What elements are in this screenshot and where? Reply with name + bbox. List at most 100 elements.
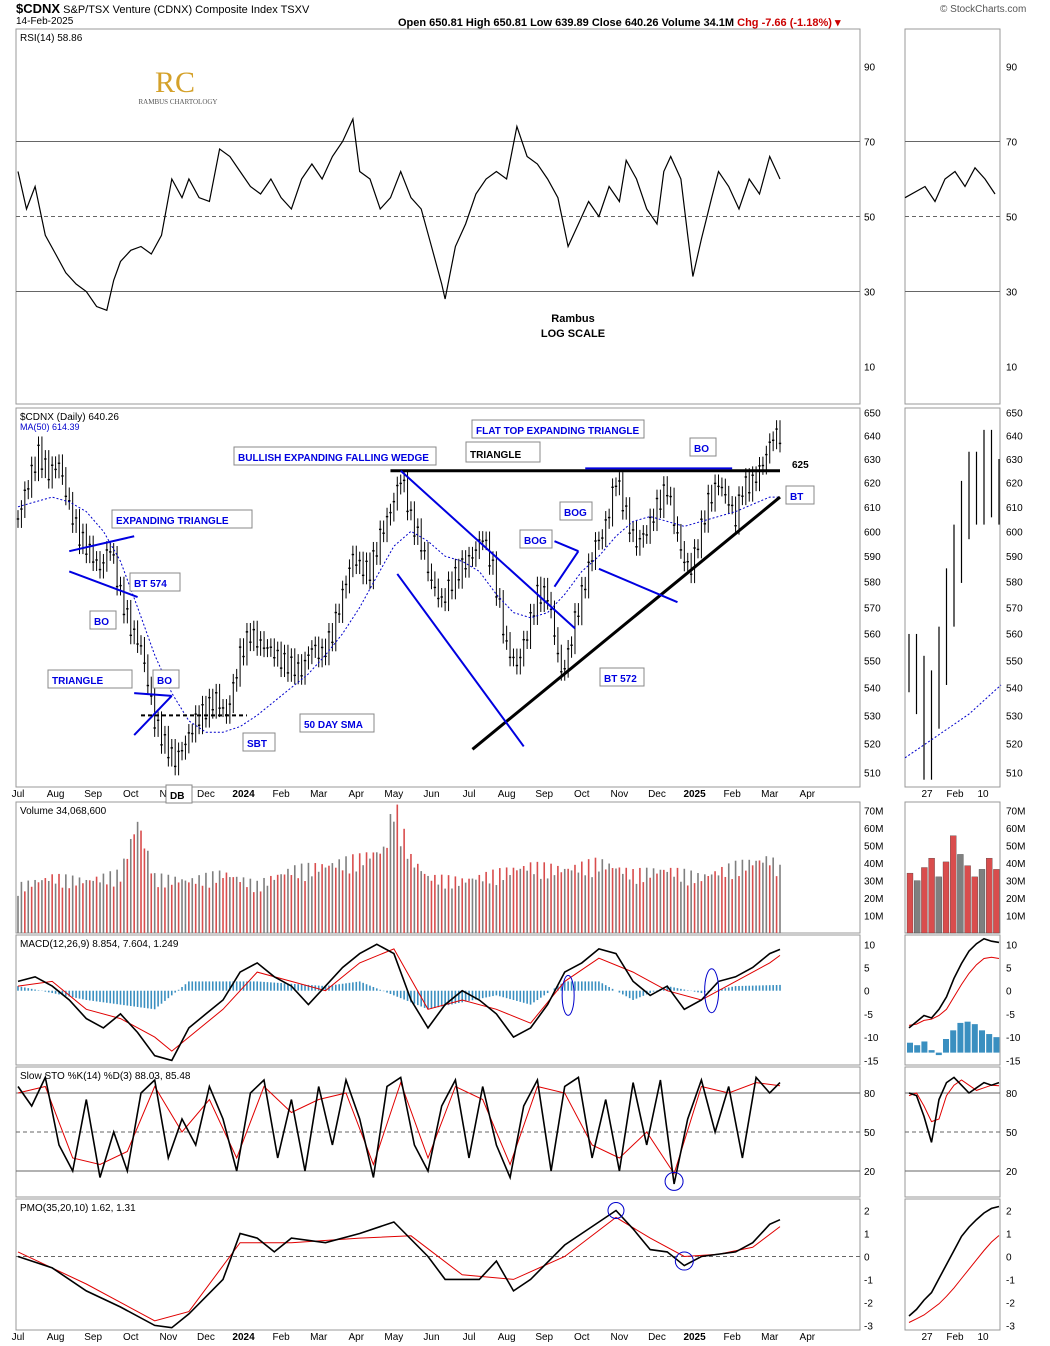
macd-hist-bar	[338, 984, 341, 991]
label-triangle: TRIANGLE	[470, 450, 521, 461]
ma50-legend: MA(50) 614.39	[20, 422, 80, 432]
macd-hist-bar	[707, 990, 710, 992]
price-x-label: May	[384, 789, 403, 800]
pmo-x-label: Feb	[272, 1332, 290, 1343]
volume-bar	[58, 873, 60, 933]
volume-bar	[150, 873, 153, 933]
pmo-tick: 2	[864, 1206, 870, 1217]
zoom-macd-hist	[957, 1022, 964, 1053]
macd-hist-bar	[263, 981, 265, 991]
macd-hist-bar	[208, 981, 211, 991]
volume-bar	[710, 874, 713, 933]
price-tick: 610	[864, 503, 881, 514]
volume-bar	[645, 867, 648, 933]
pmo-x-label: Apr	[800, 1332, 816, 1343]
volume-bar	[280, 874, 282, 933]
price-zoom-tick: 510	[1006, 768, 1023, 779]
volume-bar	[673, 876, 675, 933]
price-x-label: Apr	[349, 789, 365, 800]
rsi-zoom-tick: 50	[1006, 213, 1018, 224]
sto-circle	[664, 1171, 684, 1191]
volume-bar	[505, 867, 508, 933]
pmo-zoom-tick: 1	[1006, 1229, 1012, 1240]
volume-bar	[768, 865, 771, 933]
label-bog2-box	[519, 529, 553, 549]
label-625: 625	[792, 460, 809, 471]
macd-hist-bar	[423, 990, 426, 1008]
pmo-x-label: Oct	[574, 1332, 590, 1343]
price-zoom-tick: 600	[1006, 527, 1023, 538]
macd-hist-bar	[252, 981, 255, 991]
volume-bar	[119, 881, 122, 933]
pmo-x-label: Nov	[159, 1332, 177, 1343]
volume-bar	[447, 875, 450, 933]
label-bt-box	[785, 485, 815, 505]
label-exp-tri-box	[111, 509, 253, 529]
price-x-label: Mar	[761, 789, 779, 800]
macd-zoom-tick: 0	[1006, 987, 1012, 998]
macd-hist-bar	[526, 990, 528, 1004]
macd-hist-bar	[239, 981, 241, 991]
volume-bar	[95, 876, 98, 933]
zoom-volume-bar	[935, 876, 942, 934]
pmo-x-label: Oct	[123, 1332, 139, 1343]
zoom-x-label: Feb	[946, 789, 964, 800]
macd-hist-bar	[297, 984, 299, 991]
volume-bar	[444, 888, 446, 933]
macd-hist-bar	[287, 983, 289, 991]
macd-hist-bar	[673, 987, 675, 991]
macd-hist-bar	[140, 990, 142, 1008]
macd-hist-bar	[358, 981, 361, 991]
macd-hist-bar	[116, 990, 118, 1005]
macd-tick: -5	[864, 1010, 873, 1021]
volume-bar	[61, 887, 64, 933]
logo-initials: RC	[155, 66, 195, 99]
pmo-x-label: Apr	[349, 1332, 365, 1343]
price-tick: 570	[864, 603, 881, 614]
macd-hist-bar	[276, 982, 279, 991]
volume-bar	[198, 875, 200, 933]
volume-bar	[454, 876, 457, 933]
price-x-label: Apr	[800, 789, 816, 800]
macd-hist-bar	[184, 984, 187, 991]
price-x-label: Oct	[123, 789, 139, 800]
macd-zoom-tick: 5	[1006, 964, 1012, 975]
pmo-tick: -2	[864, 1298, 873, 1309]
volume-bar	[635, 883, 638, 933]
volume-bar	[147, 850, 149, 933]
volume-bar	[311, 876, 313, 933]
volume-bar	[430, 880, 433, 933]
wedge-bottom	[396, 573, 525, 748]
macd-hist-bar	[280, 983, 282, 991]
macd-hist-bar	[516, 990, 518, 1001]
volume-bar	[153, 873, 156, 933]
price-x-label: Jun	[423, 789, 439, 800]
volume-bar	[201, 885, 204, 933]
macd-hist-bar	[270, 982, 272, 991]
macd-tick: -15	[864, 1056, 879, 1067]
vol-tick: 50M	[864, 842, 883, 853]
zoom-macd-hist	[964, 1021, 971, 1053]
volume-bar	[65, 874, 67, 933]
label-bt574: BT 574	[134, 579, 167, 590]
macd-hist-bar	[509, 990, 511, 1000]
macd-hist-bar	[461, 990, 464, 1003]
macd-hist-bar	[570, 981, 573, 991]
vol-zoom-tick: 70M	[1006, 807, 1025, 818]
macd-hist-bar	[71, 990, 74, 998]
macd-hist-bar	[150, 990, 153, 1009]
zoom-macd-hist	[935, 1052, 942, 1056]
macd-hist-bar	[123, 990, 125, 1006]
macd-hist-bar	[229, 981, 231, 991]
macd-hist-bar	[235, 981, 238, 991]
volume-bar	[700, 881, 703, 933]
price-tick: 650	[864, 409, 881, 420]
pmo-x-label: Aug	[47, 1332, 65, 1343]
index-name: S&P/TSX Venture (CDNX) Composite Index T…	[63, 4, 310, 16]
volume-bar	[499, 868, 501, 933]
watermark: © StockCharts.com	[940, 4, 1027, 15]
volume-bar	[611, 868, 614, 933]
macd-hist-bar	[625, 990, 628, 997]
volume-bar	[663, 869, 665, 933]
